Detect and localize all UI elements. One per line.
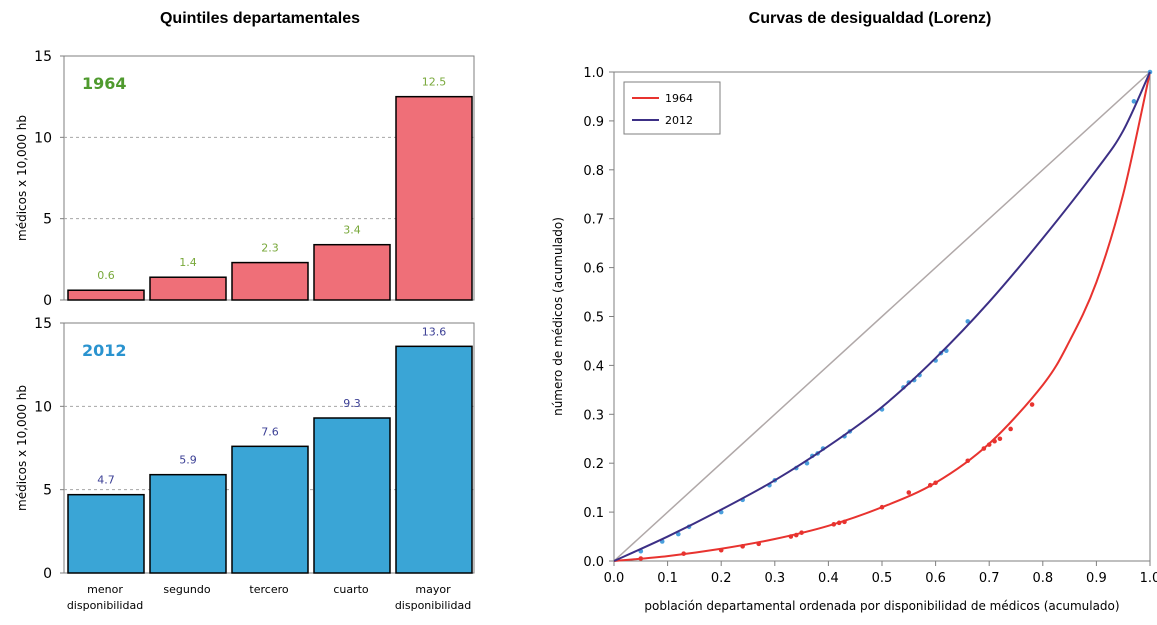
x-tick-label: 0.2 <box>711 571 732 586</box>
x-tick-label: 0.7 <box>979 571 1000 586</box>
category-label: cuarto <box>333 583 369 596</box>
bar <box>67 493 145 574</box>
panel-label: 2012 <box>82 341 127 360</box>
x-tick-label: 0.8 <box>1032 571 1053 586</box>
y-tick-label: 0.2 <box>583 457 604 472</box>
data-point <box>1008 426 1013 432</box>
bar <box>395 95 473 301</box>
y-tick-label: 0.1 <box>583 506 604 521</box>
category-label: disponibilidad <box>395 599 471 612</box>
x-tick-label: 0.9 <box>1086 571 1107 586</box>
x-tick-label: 0.3 <box>764 571 785 586</box>
y-tick-label: 15 <box>34 49 52 65</box>
y-tick-label: 1.0 <box>583 66 604 81</box>
y-tick-label: 5 <box>43 212 52 228</box>
y-tick-label: 5 <box>43 483 52 499</box>
data-label: 12.5 <box>422 76 447 89</box>
data-point <box>906 490 912 495</box>
x-tick-label: 0.4 <box>818 571 839 586</box>
series-line <box>613 71 1151 562</box>
data-label: 7.6 <box>261 425 279 438</box>
bar-panel-0: 0 5 10 15 médicos x 10,000 hb 0.6 1.4 2.3 3.4 12.… <box>15 49 475 309</box>
bar <box>231 445 309 574</box>
y-tick-label: 10 <box>34 399 52 415</box>
y-tick-label: 0 <box>43 293 52 309</box>
y-tick-label: 0.0 <box>583 555 604 570</box>
x-tick-label: 0.6 <box>925 571 946 586</box>
bar <box>313 417 391 574</box>
y-axis-label: médicos x 10,000 hb <box>15 115 29 241</box>
x-tick-label: 0.5 <box>872 571 893 586</box>
series-2012 <box>613 69 1153 562</box>
data-label: 0.6 <box>97 269 115 282</box>
y-tick-label: 0.7 <box>583 213 604 228</box>
bar-panel-1: 0 5 10 15 médicos x 10,000 hb 4.7 5.9 7.6 9.3 13.… <box>15 316 475 612</box>
data-point <box>1029 402 1035 407</box>
bar <box>67 289 145 301</box>
y-tick-label: 15 <box>34 316 52 332</box>
data-label: 13.6 <box>422 325 447 338</box>
panel-label: 1964 <box>82 74 127 93</box>
y-tick-label: 0.5 <box>583 311 604 326</box>
series-line <box>613 71 1151 562</box>
category-label: tercero <box>249 583 288 596</box>
bar <box>149 276 227 301</box>
data-label: 2.3 <box>261 242 279 255</box>
series-1964 <box>613 71 1151 562</box>
data-label: 1.4 <box>179 256 197 269</box>
category-label: menor <box>87 583 123 596</box>
equality-line <box>613 71 1151 562</box>
bar <box>231 261 309 301</box>
x-tick-label: 0.1 <box>657 571 678 586</box>
y-tick-label: 0.4 <box>583 359 604 374</box>
data-point <box>1131 99 1137 104</box>
category-label: mayor <box>415 583 451 596</box>
data-label: 5.9 <box>179 454 197 467</box>
legend-label: 1964 <box>665 92 693 105</box>
y-tick-label: 0.9 <box>583 115 604 130</box>
x-tick-label: 0.0 <box>604 571 625 586</box>
y-tick-label: 0.8 <box>583 164 604 179</box>
y-tick-label: 0.6 <box>583 262 604 277</box>
bar <box>313 243 391 301</box>
lorenz-chart: 0.0 0.1 0.2 0.3 0.4 0.5 0.6 0.7 0.8 0.9 1.0 0.0 0.1 0… <box>551 66 1157 613</box>
x-axis-label: población departamental ordenada por dis… <box>644 599 1119 613</box>
legend-box <box>623 81 721 135</box>
y-axis-label: número de médicos (acumulado) <box>551 217 565 416</box>
category-label: segundo <box>163 583 210 596</box>
bar <box>149 473 227 574</box>
y-tick-label: 0.3 <box>583 408 604 423</box>
y-axis-label: médicos x 10,000 hb <box>15 385 29 511</box>
data-point <box>997 436 1003 442</box>
x-tick-label: 1.0 <box>1140 571 1157 586</box>
left-chart-title: Quintiles departamentales <box>159 10 361 27</box>
data-label: 3.4 <box>343 224 361 237</box>
legend: 1964 2012 <box>623 81 721 135</box>
bar-charts: 0 5 10 15 médicos x 10,000 hb 0.6 1.4 2.3 3.4 12.… <box>15 49 475 612</box>
y-tick-label: 10 <box>34 130 52 146</box>
bar <box>395 345 473 574</box>
data-label: 9.3 <box>343 397 361 410</box>
data-label: 4.7 <box>97 474 115 487</box>
legend-label: 2012 <box>665 114 693 127</box>
right-chart-title: Curvas de desigualdad (Lorenz) <box>748 10 992 27</box>
category-label: disponibilidad <box>67 599 143 612</box>
y-tick-label: 0 <box>43 566 52 582</box>
